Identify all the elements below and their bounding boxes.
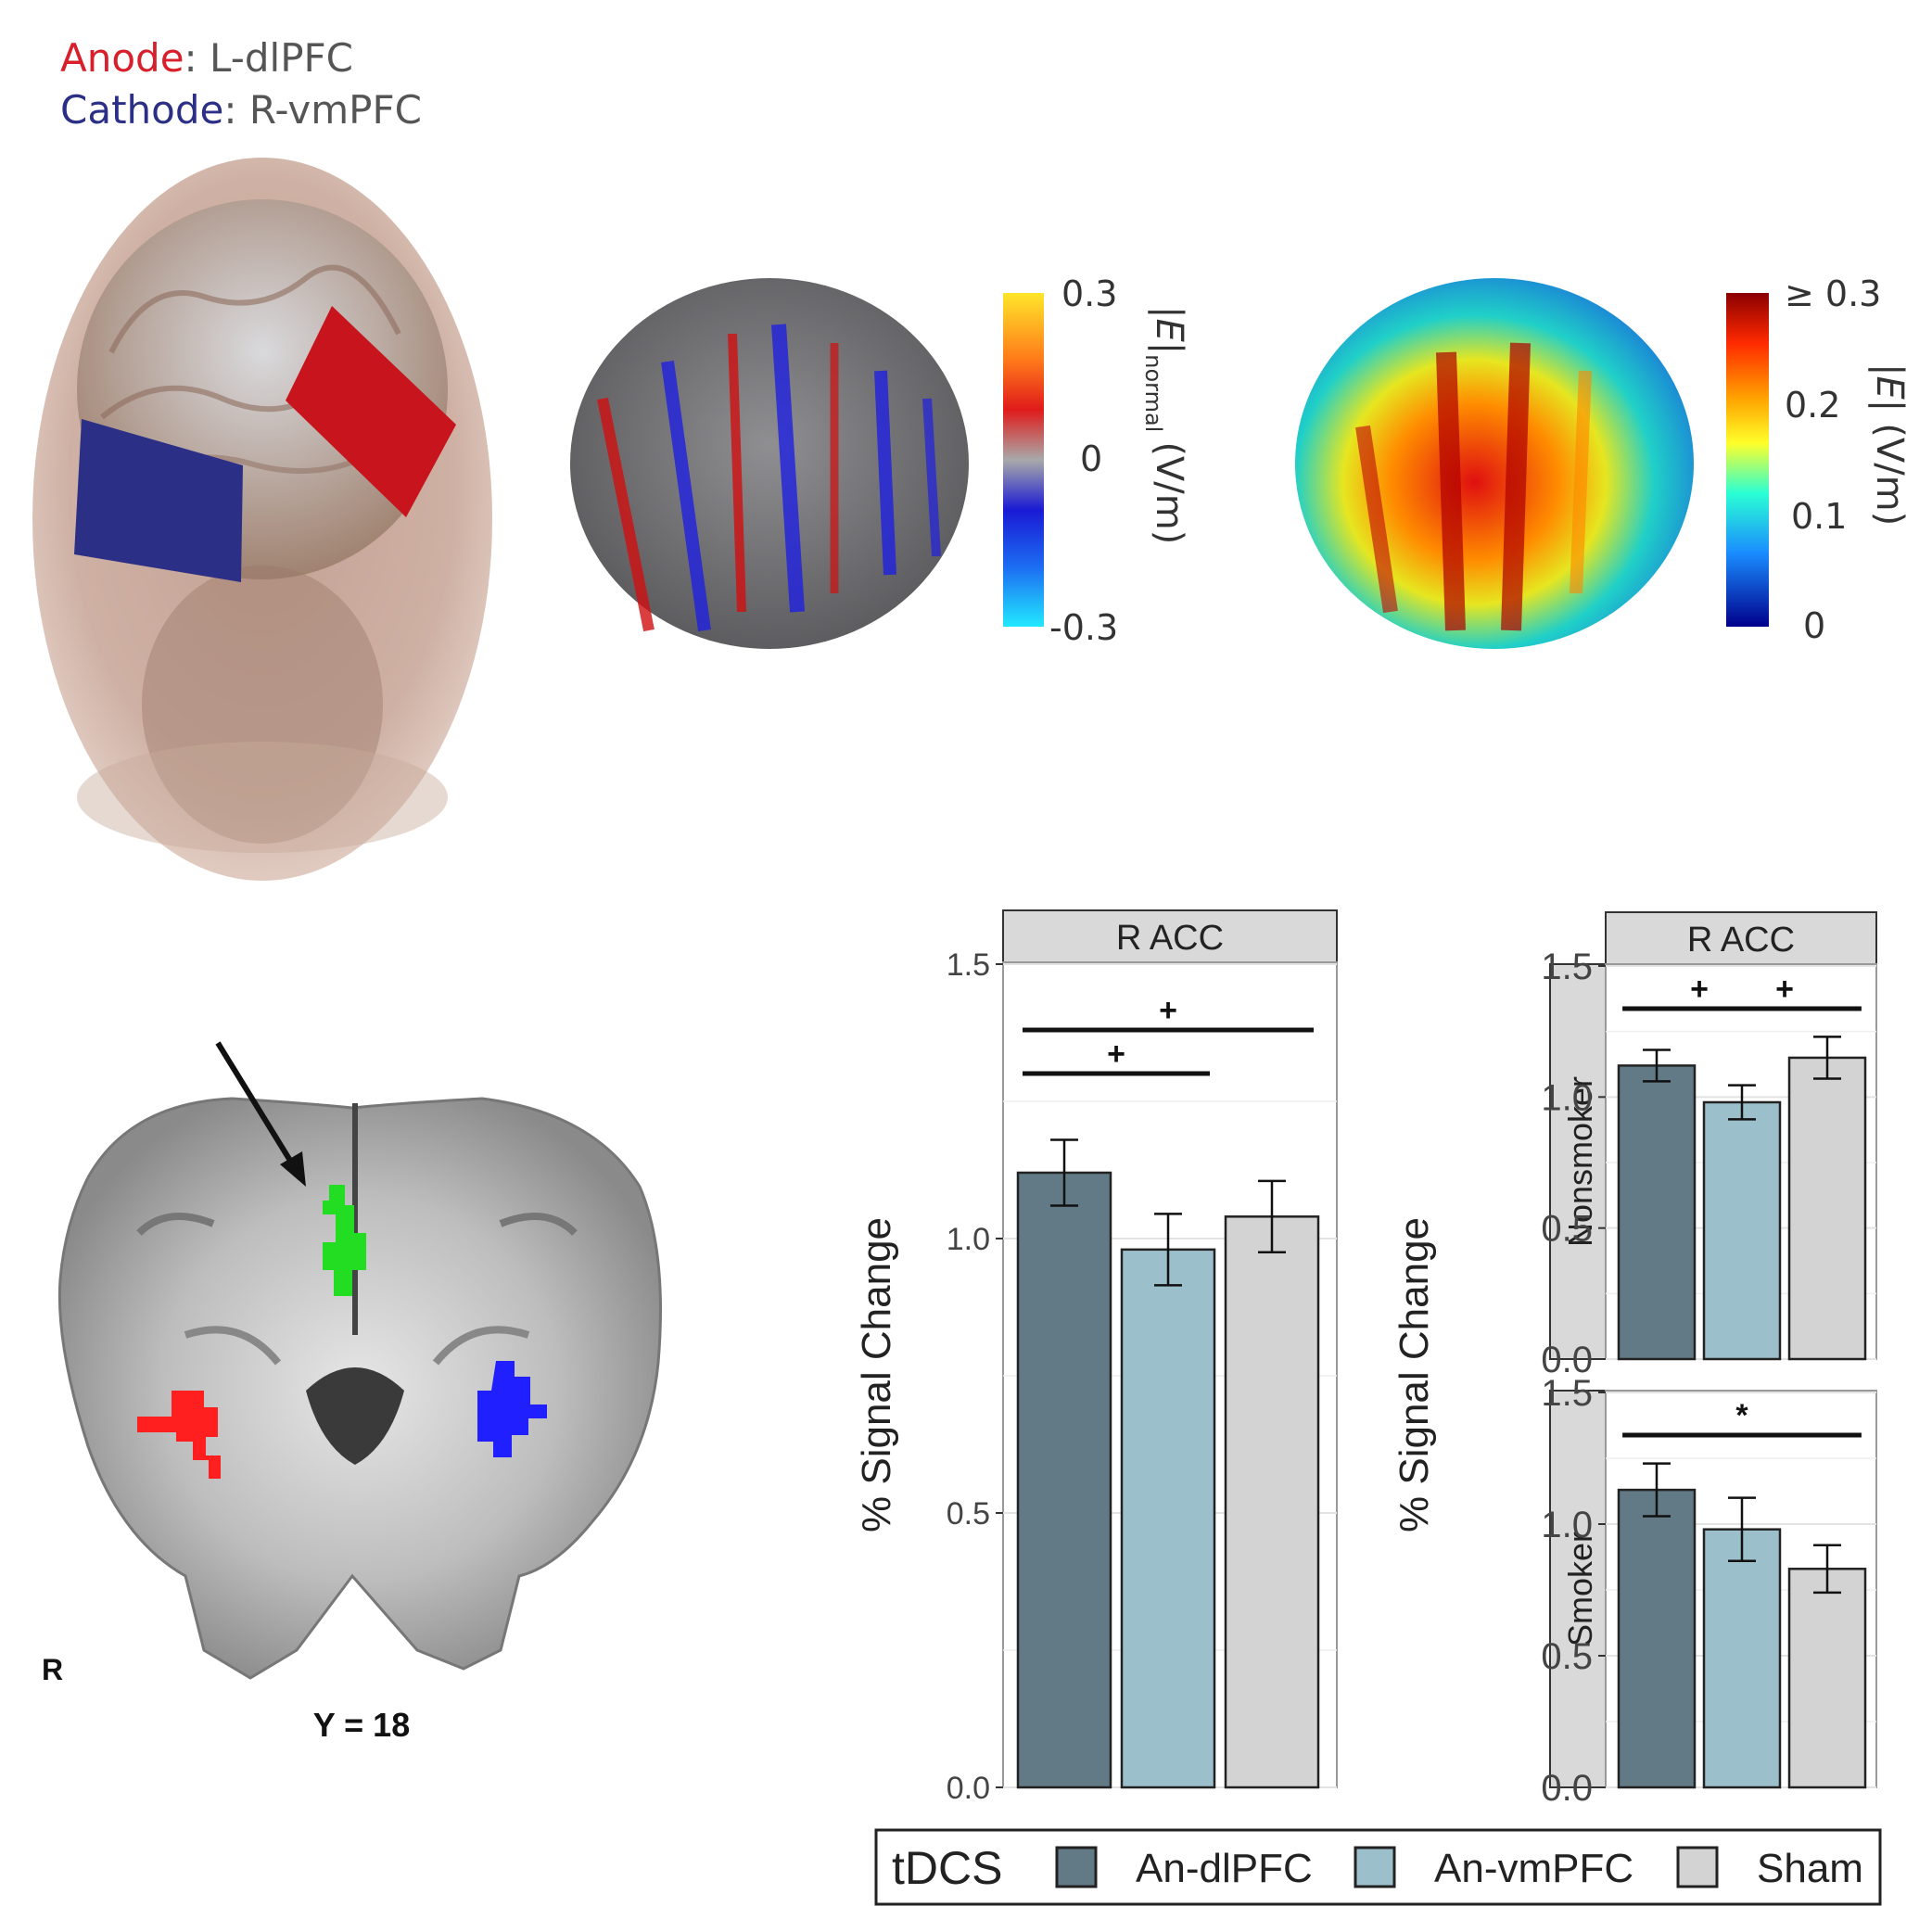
head-model-illustration (32, 158, 492, 881)
chart-2-nonsmoker-sig-label-0: + (1690, 972, 1709, 1007)
chart-2: R ACC Nonsmoker Smoker 0.00.51.01.50.00.… (1392, 911, 1877, 1809)
colorbar-magnitude-label-unit: (V/m) (1868, 423, 1911, 526)
chart-2-nonsmoker-ytick-label-2: 1.0 (1541, 1077, 1593, 1118)
legend-title: tDCS (892, 1842, 1002, 1894)
colorbar-normal (1003, 293, 1044, 627)
chart-1-bar-sham (1224, 1215, 1320, 1789)
legend-label-an-vmpfc: An-vmPFC (1434, 1846, 1633, 1891)
colorbar-magnitude-tick-bottom: 0 (1803, 605, 1825, 646)
colorbar-normal-tick-bottom: -0.3 (1049, 607, 1118, 648)
chart-2-nonsmoker-ytick-label-1: 0.5 (1541, 1209, 1593, 1250)
anode-word: Anode (60, 35, 184, 81)
cathode-electrode (74, 419, 243, 582)
chart-2-smoker-sig-label-0: * (1735, 1398, 1748, 1433)
facet-label-nonsmoker: Nonsmoker (1561, 1076, 1599, 1247)
colorbar-normal-label: |E|normal (V/m) (1140, 306, 1190, 544)
facet-label-smoker: Smoker (1561, 1532, 1599, 1646)
chart-2-strip (1605, 911, 1877, 965)
brain-efield-magnitude (1295, 278, 1694, 649)
chart-1-ytick-label-3: 1.5 (947, 947, 990, 983)
cathode-word: Cathode (60, 87, 223, 133)
colorbar-magnitude-label-main: |E| (1868, 363, 1911, 412)
chart-2-smoker-ytick-label-1: 0.5 (1541, 1636, 1593, 1677)
chart-1-bar-an-vmpfc (1120, 1248, 1216, 1789)
anode-target: : L-dlPFC (184, 35, 353, 81)
chart-1-bar-an-dlpfc (1016, 1171, 1112, 1789)
chart-1-sig-label-0: + (1107, 1036, 1125, 1072)
chart-2-nonsmoker-bar-an-vmpfc (1702, 1100, 1782, 1361)
chart-2-nonsmoker-bar-an-dlpfc (1617, 1064, 1697, 1361)
mri-coronal-slice (57, 1097, 662, 1680)
chart-2-smoker-ytick-label-2: 1.0 (1541, 1505, 1593, 1545)
chart-2-nonsmoker-sig-label-1: + (1775, 972, 1794, 1007)
legend: tDCS An-dlPFC An-vmPFC Sham (874, 1828, 1882, 1906)
cathode-target: : R-vmPFC (223, 87, 422, 133)
facet-strip-nonsmoker (1549, 963, 1607, 1360)
colorbar-magnitude-label: |E| (V/m) (1868, 363, 1911, 526)
legend-swatch-sham (1676, 1846, 1719, 1888)
chart-2-nonsmoker-ytick-label-3: 1.5 (1541, 947, 1593, 987)
colorbar-normal-tick-mid: 0 (1080, 439, 1102, 479)
cathode-label: Cathode: R-vmPFC (60, 87, 422, 133)
chart-2-ylabel: % Signal Change (1392, 1217, 1437, 1532)
roi-left-insula (477, 1361, 547, 1457)
chart-1-ytick-label-1: 0.5 (947, 1496, 990, 1532)
anode-label: Anode: L-dlPFC (60, 35, 353, 81)
chart-1-ytick-label-2: 1.0 (947, 1222, 990, 1257)
anode-electrode (286, 306, 456, 517)
legend-swatch-an-vmpfc (1354, 1846, 1396, 1888)
legend-label-sham: Sham (1757, 1846, 1863, 1891)
chart-2-smoker-bar-an-dlpfc (1617, 1488, 1697, 1789)
chart-2-nonsmoker-ytick-label-0: 0.0 (1541, 1340, 1593, 1380)
colorbar-magnitude-tick-1: 0.1 (1791, 496, 1847, 537)
roi-acc (323, 1185, 366, 1296)
chart-2-smoker-bar-sham (1787, 1568, 1867, 1789)
legend-swatch-an-dlpfc (1055, 1846, 1098, 1888)
colorbar-normal-label-sub: normal (1140, 354, 1166, 432)
brain-efield-normal (570, 278, 969, 649)
coordinate-label: Y = 18 (313, 1706, 410, 1744)
colorbar-normal-label-main: |E| (1148, 306, 1190, 354)
chart-2-smoker-ytick-label-0: 0.0 (1541, 1768, 1593, 1809)
chart-1-ylabel: % Signal Change (854, 1217, 899, 1532)
roi-right-insula (137, 1391, 221, 1479)
side-label: R (42, 1653, 63, 1686)
arrow-icon (215, 1041, 306, 1187)
colorbar-normal-tick-top: 0.3 (1061, 273, 1117, 314)
svg-text:|E|(V/m): |E| (V/m) (1868, 363, 1911, 526)
chart-1-ytick-label-0: 0.0 (947, 1771, 990, 1806)
svg-text:|E|normal(V/m): |E|normal (V/m) (1140, 306, 1190, 544)
chart-1: R ACC 0.0 0.5 1.0 1.5 + + % Signal Change (854, 909, 1338, 1806)
chart-2-smoker-bar-an-vmpfc (1702, 1528, 1782, 1789)
colorbar-magnitude-tick-2: 0.2 (1785, 385, 1840, 426)
colorbar-normal-label-unit: (V/m) (1148, 441, 1190, 544)
chart-1-sig-label-1: + (1159, 993, 1177, 1028)
chart-1-title: R ACC (1116, 919, 1224, 958)
colorbar-magnitude (1726, 293, 1769, 627)
chart-2-title: R ACC (1687, 921, 1795, 960)
colorbar-magnitude-tick-top: ≥ 0.3 (1785, 273, 1881, 314)
chart-2-nonsmoker-bar-sham (1787, 1056, 1867, 1361)
chart-2-smoker-ytick-label-3: 1.5 (1541, 1373, 1593, 1414)
legend-label-an-dlpfc: An-dlPFC (1136, 1846, 1313, 1891)
